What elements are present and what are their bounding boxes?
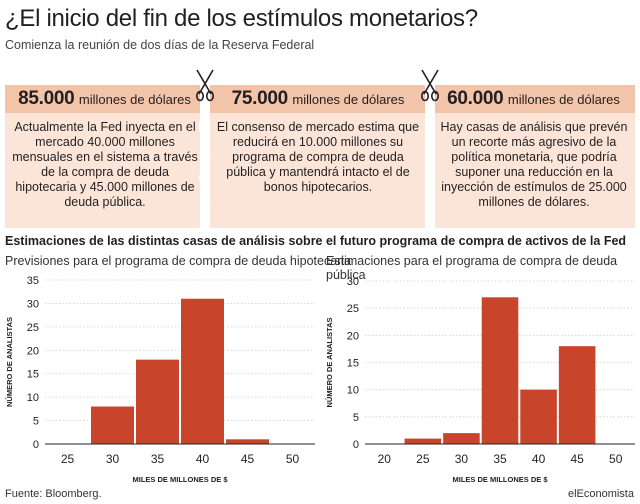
bar-35 xyxy=(136,359,179,444)
cut-separator-2 xyxy=(421,69,440,238)
scenario-figure-2: 75.000 millones de dólares xyxy=(208,85,428,113)
scenario-text-3: Hay casas de análisis que prevén un reco… xyxy=(440,120,628,209)
y-tick-label: 35 xyxy=(27,275,39,287)
figure-unit: millones de dólares xyxy=(292,92,405,107)
y-tick-label: 0 xyxy=(353,439,359,451)
scenario-text-1: Actualmente la Fed inyecta en el mercado… xyxy=(12,120,198,209)
figure-value: 60.000 xyxy=(447,88,504,109)
page-title: ¿El inicio del fin de los estímulos mone… xyxy=(5,5,478,32)
x-tick-label: 35 xyxy=(493,452,507,466)
y-tick-label: 5 xyxy=(33,416,39,428)
y-axis-title: NÚMERO DE ANALISTAS xyxy=(5,317,14,407)
x-tick-label: 20 xyxy=(378,452,392,466)
scissors-icon xyxy=(421,69,440,102)
chart-public-debt: 0 5 10 15 20 25 30 20 25 30 35 40 45 50 MILES DE MILLO… xyxy=(325,276,635,484)
bar-45 xyxy=(558,346,596,444)
x-axis-title: MILES DE MILLONES DE $ xyxy=(132,475,228,484)
source-note: Fuente: Bloomberg. xyxy=(5,488,102,500)
chart-mortgage: 0 5 10 15 20 25 30 35 25 30 35 40 45 50 MILES DE MILLO… xyxy=(5,275,315,484)
scenario-figure-3: 60.000 millones de dólares xyxy=(432,85,635,113)
x-tick-label: 45 xyxy=(241,452,255,466)
chart-title-public-debt: Estimaciones para el programa de compra … xyxy=(326,254,618,282)
y-tick-label: 10 xyxy=(27,392,39,404)
y-tick-label: 25 xyxy=(347,303,359,315)
bar-40 xyxy=(181,298,224,444)
x-tick-label: 40 xyxy=(532,452,546,466)
y-tick-label: 30 xyxy=(347,276,359,288)
figure-unit: millones de dólares xyxy=(78,92,191,107)
x-tick-label: 40 xyxy=(196,452,210,466)
brand-logo: elEconomista xyxy=(567,488,634,500)
y-axis-title: NÚMERO DE ANALISTAS xyxy=(325,318,334,408)
y-tick-label: 15 xyxy=(27,369,39,381)
x-tick-label: 35 xyxy=(151,452,165,466)
bar-40 xyxy=(520,389,557,444)
scenario-figure-1: 85.000 millones de dólares xyxy=(5,85,204,113)
section-title: Estimaciones de las distintas casas de a… xyxy=(5,234,627,248)
scenario-box-2 xyxy=(208,113,428,228)
bar-30 xyxy=(91,406,134,444)
y-tick-label: 15 xyxy=(347,358,359,370)
scenario-box-3 xyxy=(432,113,635,228)
scenario-box-1 xyxy=(5,113,204,228)
x-tick-label: 25 xyxy=(416,452,430,466)
x-tick-label: 50 xyxy=(286,452,300,466)
page-subtitle: Comienza la reunión de dos días de la Re… xyxy=(5,38,315,52)
y-tick-label: 0 xyxy=(33,439,39,451)
chart-title-mortgage: Previsiones para el programa de compra d… xyxy=(5,254,352,268)
bar-45 xyxy=(226,439,269,444)
x-tick-label: 30 xyxy=(455,452,469,466)
figure-band xyxy=(5,85,635,113)
y-tick-label: 20 xyxy=(27,345,39,357)
scenario-text-2: El consenso de mercado estima que reduci… xyxy=(216,120,420,194)
x-tick-label: 50 xyxy=(609,452,623,466)
x-tick-label: 45 xyxy=(570,452,584,466)
y-tick-label: 5 xyxy=(353,412,359,424)
x-tick-label: 25 xyxy=(61,452,75,466)
figure-unit: millones de dólares xyxy=(507,92,620,107)
y-tick-label: 30 xyxy=(27,298,39,310)
bar-35 xyxy=(481,297,519,444)
y-tick-label: 10 xyxy=(347,385,359,397)
bar-30 xyxy=(443,433,480,444)
x-axis-title: MILES DE MILLONES DE $ xyxy=(452,475,548,484)
x-tick-label: 30 xyxy=(106,452,120,466)
cut-separator-1 xyxy=(196,69,215,238)
figure-value: 85.000 xyxy=(18,88,75,109)
y-tick-label: 25 xyxy=(27,322,39,334)
scissors-icon xyxy=(196,69,215,102)
y-tick-label: 20 xyxy=(347,330,359,342)
bar-25 xyxy=(404,438,442,444)
figure-value: 75.000 xyxy=(231,88,289,109)
